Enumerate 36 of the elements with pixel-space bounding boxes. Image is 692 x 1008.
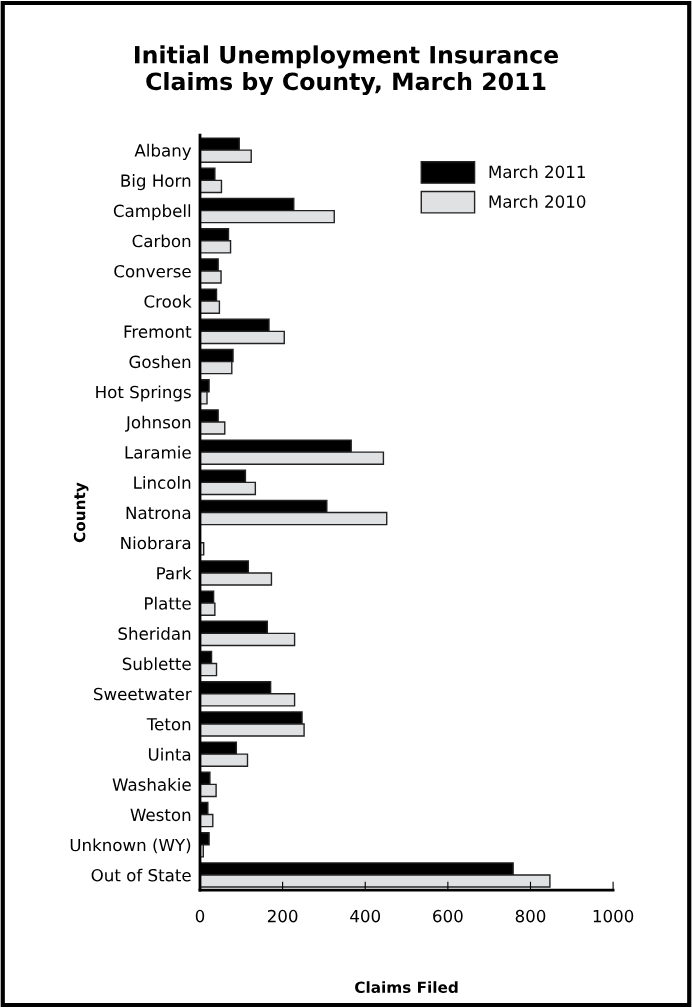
x-tick-label: 600 bbox=[433, 909, 463, 923]
y-tick-label: Campbell bbox=[113, 204, 191, 221]
y-axis-title: County bbox=[73, 482, 89, 543]
y-tick-label: Crook bbox=[144, 294, 192, 308]
y-tick-label: Fremont bbox=[124, 325, 192, 338]
y-tick-label: Natrona bbox=[126, 506, 191, 520]
x-tick-label: 0 bbox=[195, 909, 205, 923]
y-tick-label: Niobrara bbox=[121, 536, 191, 550]
x-tick-label: 200 bbox=[267, 909, 298, 923]
y-tick-label: Washakie bbox=[112, 778, 191, 791]
chart-title: Initial Unemployment Insurance Claims by County, March 2011 bbox=[135, 45, 559, 96]
y-tick-label: Carbon bbox=[132, 234, 191, 248]
y-tick-label: Sublette bbox=[122, 657, 191, 671]
y-tick-label: Sheridan bbox=[118, 627, 191, 640]
y-tick-label: Big Horn bbox=[121, 174, 191, 191]
y-tick-label: Laramie bbox=[125, 445, 191, 459]
y-tick-label: Platte bbox=[145, 596, 191, 610]
y-tick-label: Out of State bbox=[91, 868, 191, 882]
legend-label: March 2010 bbox=[489, 194, 586, 208]
y-tick-label: Teton bbox=[146, 718, 191, 731]
y-tick-label: Park bbox=[157, 566, 192, 580]
y-tick-label: Weston bbox=[130, 808, 191, 822]
legend-label: March 2011 bbox=[489, 165, 585, 179]
y-tick-label: Albany bbox=[134, 143, 192, 160]
y-tick-label: Converse bbox=[114, 264, 191, 278]
y-tick-label: Hot Springs bbox=[96, 385, 191, 402]
y-tick-label: Unknown (WY) bbox=[70, 838, 191, 854]
x-axis-title: Claims Filed bbox=[355, 981, 458, 994]
x-tick-label: 800 bbox=[515, 909, 546, 923]
y-tick-label: Sweetwater bbox=[94, 687, 192, 701]
y-tick-label: Johnson bbox=[125, 415, 191, 432]
y-tick-label: Goshen bbox=[129, 355, 191, 369]
y-tick-label: Uinta bbox=[148, 747, 191, 761]
x-tick-label: 1000 bbox=[593, 909, 634, 923]
x-tick-label: 400 bbox=[350, 909, 381, 923]
y-tick-label: Lincoln bbox=[134, 476, 191, 489]
